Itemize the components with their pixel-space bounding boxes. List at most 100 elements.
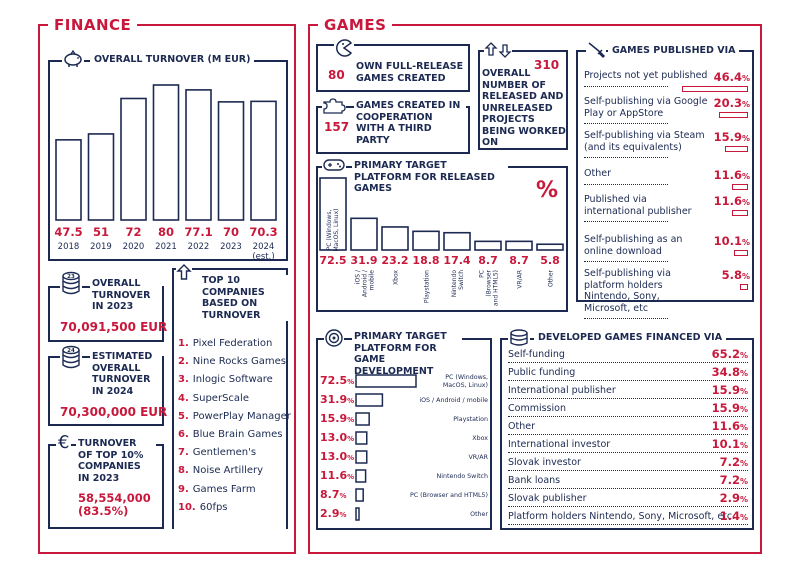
- turnover-bar: [120, 97, 147, 221]
- dev-value-label: 13.0%: [320, 431, 354, 444]
- published-bar: [725, 146, 748, 152]
- published-divider: [584, 261, 668, 262]
- turnover-bar: [55, 139, 82, 221]
- released-value-label: 8.7: [478, 254, 498, 267]
- published-divider: [584, 183, 668, 185]
- released-platform-label: PC (Windows,: [326, 210, 333, 251]
- dev-value-label: 11.6%: [320, 469, 354, 482]
- published-divider: [584, 123, 668, 124]
- financed-row: Public funding 34.8%: [508, 363, 748, 381]
- dev-platform-label: Playstation: [453, 416, 488, 423]
- released-value-label: 72.5: [319, 254, 346, 267]
- financed-label: Platform holders Nintendo, Sony, Microso…: [508, 511, 736, 522]
- released-percent-sign: %: [536, 178, 559, 203]
- published-via-list: Projects not yet published 46.4% Self-publ…: [584, 68, 750, 319]
- released-value-label: 31.9: [350, 254, 377, 267]
- dev-platform-label: Other: [470, 511, 488, 518]
- released-platform-chart: 72.5 PC (Windows, MacOS, Linux) 31.9 iOS / An…: [319, 177, 564, 306]
- released-value-label: 17.4: [443, 254, 470, 267]
- company-name: Blue Brain Games: [192, 429, 283, 441]
- published-label: Self-publishing as an online download: [584, 234, 683, 257]
- company-name: Pixel Federation: [192, 338, 273, 349]
- released-platform-label: MacOS, Linux): [333, 208, 340, 251]
- published-value: 46.4%: [713, 70, 750, 84]
- overall-projects-label: OVERALL NUMBER OF RELEASED AND UNRELEASE…: [482, 68, 566, 148]
- dev-platform-bar: [355, 507, 360, 521]
- company-item: 9. Games Farm: [178, 481, 293, 499]
- gamepad-icon: [322, 157, 346, 173]
- financed-label: Slovak investor: [508, 457, 581, 468]
- company-item: 10. 60fps: [178, 499, 293, 517]
- released-platform-label: Playstation: [424, 270, 431, 303]
- released-platform-label: Switch: [458, 270, 465, 290]
- pacman-icon: [334, 38, 354, 58]
- released-platform-bar: [381, 226, 409, 251]
- dev-value-label: 72.5%: [320, 374, 354, 387]
- released-platform-label: VR/AR: [517, 270, 524, 289]
- dev-value-label: 8.7%: [320, 488, 347, 501]
- company-name: Gentlemen's: [192, 447, 257, 459]
- company-rank: 5.: [178, 410, 189, 422]
- turnover-value-label: 77.1: [184, 225, 212, 239]
- top10-percent-value: 58,554,000 (83.5%): [78, 491, 151, 518]
- released-platform-label: PC: [479, 270, 486, 278]
- coins-badge-2024: 24: [67, 348, 75, 354]
- turnover-year-label: 2018: [58, 242, 80, 252]
- released-value-label: 23.2: [381, 254, 408, 267]
- company-item: 5. PowerPlay Manager: [178, 408, 293, 426]
- turnover-year-label: 2019: [90, 242, 112, 252]
- overall-projects-box: [478, 50, 568, 150]
- financed-label: Other: [508, 421, 535, 432]
- company-name: Nine Rocks Games: [192, 356, 286, 368]
- released-platform-label: Android /: [362, 269, 369, 297]
- arrows-up-down-icon: [484, 42, 512, 58]
- released-platform-bar: [536, 243, 564, 251]
- published-value: 15.9%: [713, 130, 750, 144]
- released-platform-label: iOS /: [355, 269, 362, 284]
- financed-label: International investor: [508, 439, 611, 450]
- dev-value-label: 2.9%: [320, 507, 347, 520]
- company-item: 8. Noise Artillery: [178, 462, 293, 480]
- released-value-label: 5.8: [540, 254, 560, 267]
- company-name: Games Farm: [192, 483, 256, 495]
- dev-platform-label: Xbox: [472, 435, 488, 442]
- financed-value: 7.2%: [719, 455, 748, 469]
- published-item: Self-publishing via platform holders Nin…: [584, 268, 750, 319]
- financed-value: 34.8%: [711, 365, 748, 379]
- turnover-year-label: 2023: [220, 242, 242, 252]
- financed-value: 15.9%: [711, 383, 748, 397]
- financed-value: 1.4%: [719, 509, 748, 523]
- released-platform-label: Other: [548, 269, 555, 287]
- financed-label: International publisher: [508, 385, 616, 396]
- own-games-value: 80: [328, 68, 345, 82]
- target-icon: [324, 328, 344, 348]
- published-label: Self-publishing via Google Play or AppSt…: [584, 96, 708, 119]
- financed-label: Bank loans: [508, 475, 561, 486]
- turnover-bar: [87, 133, 115, 221]
- top-companies-list: 1. Pixel Federation 2. Nine Rocks Games 3. In…: [178, 335, 293, 517]
- published-value: 11.6%: [713, 168, 750, 182]
- company-rank: 10.: [178, 501, 196, 513]
- published-bar: [739, 284, 748, 290]
- turnover-value-label: 72: [125, 225, 141, 239]
- company-item: 3. Inlogic Software: [178, 371, 293, 389]
- released-platform-label: (Browser: [486, 269, 493, 296]
- released-platform-bar: [505, 240, 533, 251]
- dev-platform-bar: [355, 488, 364, 502]
- turnover-bar-chart: 47.5 2018 51 2019 72 2020 80 2021 77.1 2022 70 2023…: [54, 84, 278, 260]
- turnover-year-label: 2021: [155, 242, 177, 252]
- dev-platform-bar: [355, 412, 370, 426]
- coins-stack-icon-2024: 24: [60, 344, 82, 372]
- company-rank: 7.: [178, 447, 189, 459]
- dev-platform-label: iOS / Android / mobile: [419, 397, 488, 404]
- overall-projects-value: 310: [534, 58, 560, 72]
- financed-label: Commission: [508, 403, 566, 414]
- dev-platform-bar: [355, 374, 417, 388]
- turnover-bar: [217, 101, 245, 221]
- financed-row: Slovak publisher 2.9%: [508, 489, 748, 507]
- own-games-label: OWN FULL-RELEASE GAMES CREATED: [356, 61, 464, 84]
- company-item: 4. SuperScale: [178, 390, 293, 408]
- piggy-bank-icon: [62, 50, 84, 68]
- coins-badge-2023: 23: [67, 274, 75, 280]
- financed-value: 2.9%: [719, 491, 748, 505]
